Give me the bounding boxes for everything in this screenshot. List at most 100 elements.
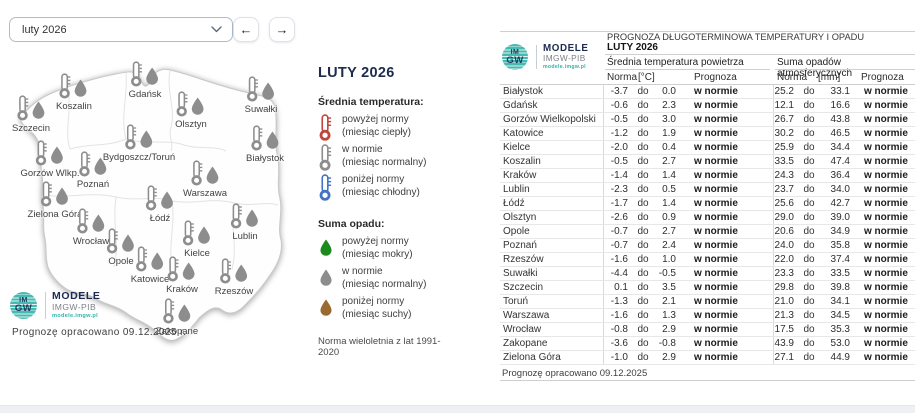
table-row: Zielona Góra -1.0 do 2.9 w normie 27.1 d… [500,351,915,365]
cell-city: Rzeszów [503,254,544,265]
logo-url[interactable]: modele.imgw.pl [52,313,98,319]
table-row: Poznań -0.7 do 2.4 w normie 24.0 do 35.8… [500,239,915,253]
table-row: Łódź -1.7 do 1.4 w normie 25.6 do 42.7 w… [500,197,915,211]
imgw-logo-table: IM GW MODELE IMGW-PIB modele.imgw.pl [502,44,589,70]
logo-org: IMGW-PIB [52,302,97,312]
cell-range-word: do [637,128,649,139]
cell-temp-max: 2.4 [662,240,676,251]
cell-precip-min: 22.0 [773,253,797,266]
cell-precip-max: 43.8 [830,114,850,125]
imgw-monogram-icon: IM GW [10,292,37,319]
cell-precip-min: 24.3 [773,169,797,182]
cell-temp-forecast: w normie [694,142,738,153]
table-row: Białystok -3.7 do 0.0 w normie 25.2 do 3… [500,85,915,99]
thermometer-icon [219,258,231,284]
cell-precip-forecast: w normie [864,310,908,321]
cell-city: Kraków [503,170,537,181]
cell-temp-forecast: w normie [694,254,738,265]
cell-range-word: do [803,184,815,195]
cell-temp-min: -0.6 [603,99,631,112]
month-select[interactable]: luty 2026 [9,17,233,42]
map-city: Kielce [182,219,212,259]
cell-precip-min: 25.6 [773,197,797,210]
group-header-precipitation: Suma opadów atmosferycznych [777,57,853,79]
divider [500,84,915,85]
legend-temperature-items: powyżej normy (miesiąc ciepły) w normie (m… [318,114,460,201]
table-row: Olsztyn -2.6 do 0.9 w normie 29.0 do 39.… [500,211,915,225]
next-month-button[interactable]: → [269,17,295,42]
prev-month-button[interactable]: ← [233,17,259,42]
table-row: Gdańsk -0.6 do 2.3 w normie 12.1 do 16.6… [500,99,915,113]
raindrop-icon [319,299,332,316]
legend-item: powyżej normy (miesiąc ciepły) [318,114,460,141]
cell-temp-forecast: w normie [694,296,738,307]
cell-range-word: do [803,352,815,363]
cell-temp-forecast: w normie [694,86,738,97]
table-row: Kraków -1.4 do 1.4 w normie 24.3 do 36.4… [500,169,915,183]
cell-temp-min: -2.3 [603,183,631,196]
table-row: Zakopane -3.6 do -0.8 w normie 43.9 do 5… [500,337,915,351]
map-city-label: Lublin [232,231,258,242]
cell-temp-forecast: w normie [694,156,738,167]
cell-city: Łódź [503,198,525,209]
raindrop-icon [266,131,278,149]
table-row: Rzeszów -1.6 do 1.0 w normie 22.0 do 37.… [500,253,915,267]
cell-city: Poznań [503,240,537,251]
map-city-label: Poznań [76,179,110,190]
cell-temp-max: 0.4 [662,142,676,153]
table-row: Lublin -2.3 do 0.5 w normie 23.7 do 34.0… [500,183,915,197]
legend-item-label: w normie (miesiąc normalny) [342,266,427,290]
col-header-prognoza-temp: Prognoza [694,72,737,83]
cell-precip-min: 27.1 [773,351,797,364]
logo-brand: MODELE [52,290,101,302]
map-city-label: Rzeszów [214,286,254,297]
raindrop-icon [122,234,134,252]
thermometer-icon [106,228,118,254]
cell-range-word: do [803,170,815,181]
cell-precip-max: 16.6 [830,100,850,111]
raindrop-icon [235,264,247,282]
map-city-label: Koszalin [56,101,92,112]
cell-precip-forecast: w normie [864,240,908,251]
cell-temp-max: 0.5 [662,184,676,195]
cell-precip-min: 33.5 [773,155,797,168]
cell-precip-max: 36.4 [830,170,850,181]
thermometer-icon [176,91,188,117]
chevron-down-icon [211,26,222,33]
cell-range-word: do [637,142,649,153]
cell-temp-forecast: w normie [694,310,738,321]
logo-org: IMGW-PIB [543,53,586,63]
cell-precip-forecast: w normie [864,100,908,111]
map-city: Szczecin [12,94,50,134]
thermometer-icon [40,181,52,207]
map-city: Rzeszów [214,257,254,297]
cell-range-word: do [803,310,815,321]
cell-temp-forecast: w normie [694,324,738,335]
cell-city: Kielce [503,142,531,153]
map-city: Olsztyn [175,90,207,130]
cell-range-word: do [803,268,815,279]
cell-precip-max: 34.1 [830,296,850,307]
raindrop-icon [183,262,195,280]
thermometer-icon [16,95,28,121]
cell-precip-forecast: w normie [864,324,908,335]
cell-temp-min: -1.4 [603,169,631,182]
cell-temp-min: -1.3 [603,295,631,308]
cell-range-word: do [637,100,649,111]
divider [605,54,915,55]
raindrop-icon [319,269,332,286]
cell-range-word: do [637,114,649,125]
imgw-logo: IM GW MODELE IMGW-PIB modele.imgw.pl [10,291,101,320]
cell-precip-min: 25.2 [773,85,797,98]
cell-temp-min: -0.5 [603,113,631,126]
cell-temp-forecast: w normie [694,268,738,279]
cell-precip-forecast: w normie [864,156,908,167]
cell-precip-min: 43.9 [773,337,797,350]
logo-url[interactable]: modele.imgw.pl [543,64,586,70]
cell-city: Białystok [503,86,544,97]
map-city-label: Gorzów Wlkp. [20,168,80,179]
raindrop-icon [92,214,104,232]
map-city: Zakopane [156,297,198,337]
legend-item-label: poniżej normy (miesiąc suchy) [342,296,412,320]
raindrop-icon [94,157,106,175]
